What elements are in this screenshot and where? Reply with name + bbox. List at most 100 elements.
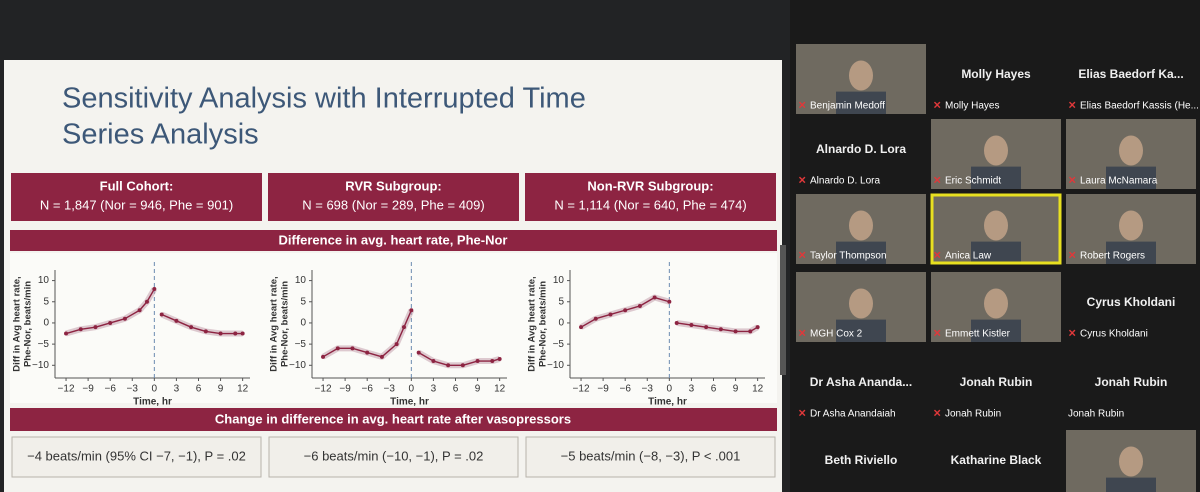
name-tile [931, 44, 1061, 114]
person [849, 210, 873, 241]
participant-name: Jonah Rubin [1068, 409, 1124, 420]
participant-display-name: Cyrus Kholdani [1087, 295, 1176, 309]
data-point [203, 329, 208, 334]
x-tick-label: 12 [237, 384, 249, 395]
group-header [9, 171, 264, 223]
y-tick-label: 10 [553, 275, 565, 286]
muted-icon: ✕ [798, 101, 806, 112]
x-tick-label: −12 [573, 384, 590, 395]
person [1119, 446, 1143, 477]
result-text: −4 beats/min (95% CI −7, −1), P = .02 [27, 448, 246, 463]
y-axis-label: Diff in Avg heart rate, [527, 276, 538, 371]
x-tick-label: 3 [431, 384, 437, 395]
y-tick-label: 10 [38, 275, 50, 286]
section-title: Difference in avg. heart rate, Phe-Nor [278, 232, 507, 247]
x-tick-label: 9 [733, 384, 739, 395]
x-tick-label: −3 [127, 384, 139, 395]
x-tick-label: −6 [361, 384, 373, 395]
x-tick-label: −12 [58, 384, 75, 395]
person [849, 60, 873, 91]
data-point [579, 325, 584, 330]
data-point [335, 346, 340, 351]
data-point [416, 350, 421, 355]
x-tick-label: 9 [218, 384, 224, 395]
data-point [78, 327, 83, 332]
participant-name: Robert Rogers [1080, 251, 1145, 262]
group-n: N = 1,114 (Nor = 640, Phe = 474) [554, 197, 746, 212]
data-point [667, 299, 672, 304]
person-body [836, 319, 886, 342]
muted-icon: ✕ [798, 251, 806, 262]
data-point [460, 363, 465, 368]
data-point [431, 359, 436, 364]
data-point [475, 359, 480, 364]
x-axis-label: Time, hr [648, 397, 687, 408]
participant-display-name: Jonah Rubin [960, 375, 1033, 389]
data-point [137, 308, 142, 313]
slide-title: Sensitivity Analysis with Interrupted Ti… [62, 83, 586, 115]
data-point [218, 331, 223, 336]
splitter[interactable] [780, 245, 786, 375]
data-point [748, 329, 753, 334]
data-point [637, 304, 642, 308]
group-header [523, 171, 778, 223]
active-speaker [930, 193, 1062, 265]
muted-icon: ✕ [798, 176, 806, 187]
group-name: Non-RVR Subgroup: [587, 178, 713, 193]
result-box [268, 436, 519, 478]
person-body [1106, 241, 1156, 264]
y-tick-label: 5 [300, 296, 306, 307]
result-text: −5 beats/min (−8, −3), P < .001 [561, 448, 741, 463]
data-point [379, 354, 384, 359]
person-body [1106, 166, 1156, 189]
chart-area [10, 253, 777, 403]
data-point [152, 287, 157, 292]
y-tick-label: −10 [547, 360, 564, 371]
muted-icon: ✕ [1068, 251, 1076, 262]
person-body [836, 241, 886, 264]
person-body [836, 91, 886, 114]
y-tick-label: −5 [38, 339, 50, 350]
x-tick-label: −9 [597, 384, 609, 395]
data-point [350, 346, 355, 351]
y-tick-label: −10 [289, 360, 306, 371]
participant-name: Cyrus Kholdani [1080, 329, 1148, 340]
group-name: RVR Subgroup: [345, 178, 442, 193]
x-tick-label: −3 [384, 384, 396, 395]
participant-display-name: Elias Baedorf Ka... [1078, 67, 1183, 81]
person [984, 135, 1008, 166]
section-title: Change in difference in avg. heart rate … [215, 411, 571, 426]
y-tick-label: −5 [553, 339, 565, 350]
muted-icon: ✕ [933, 409, 941, 420]
participant-name: Eric Schmidt [945, 176, 1001, 187]
muted-icon: ✕ [933, 101, 941, 112]
name-tile [1066, 272, 1196, 342]
x-tick-label: −6 [619, 384, 631, 395]
data-point [593, 316, 598, 321]
data-point [108, 320, 113, 325]
x-tick-label: −3 [642, 384, 654, 395]
x-tick-label: 0 [667, 384, 673, 395]
y-axis-label: Phe-Nor, beats/min [280, 281, 291, 367]
result-box [525, 436, 776, 478]
data-point [608, 312, 613, 317]
name-tile [796, 430, 926, 492]
muted-icon: ✕ [1068, 101, 1076, 112]
muted-icon: ✕ [1068, 329, 1076, 340]
data-point [409, 308, 414, 313]
name-tile [931, 430, 1061, 492]
participant-name: Alnardo D. Lora [810, 176, 880, 187]
data-point [122, 316, 127, 321]
y-tick-label: −5 [295, 339, 307, 350]
group-name: Full Cohort: [100, 178, 174, 193]
y-tick-label: 5 [43, 296, 49, 307]
data-point [159, 312, 164, 317]
y-tick-label: 0 [300, 318, 306, 329]
participant-display-name: Beth Riviello [825, 453, 898, 467]
y-tick-label: 10 [295, 275, 307, 286]
section-header [10, 230, 777, 251]
slide-title: Series Analysis [62, 119, 259, 151]
x-tick-label: 9 [475, 384, 481, 395]
x-axis-label: Time, hr [133, 397, 172, 408]
